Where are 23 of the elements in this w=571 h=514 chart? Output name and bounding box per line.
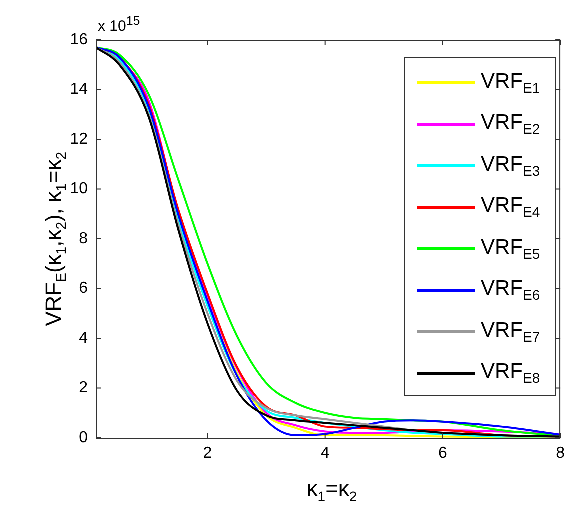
- y-tick-label: 4: [79, 330, 88, 347]
- legend-label: VRF$_{E6}$: [481, 277, 540, 304]
- x-tick-label: 4: [320, 445, 330, 462]
- y-tick-label: 6: [79, 280, 88, 298]
- text: x 10$^{15}$: [98, 14, 140, 35]
- x-tick-label: 2: [203, 445, 212, 462]
- y-tick-label: 12: [70, 130, 88, 148]
- legend-label: VRF$_{E3}$: [481, 152, 540, 179]
- y-tick-label: 2: [79, 380, 88, 397]
- y-tick-label: 10: [70, 180, 88, 198]
- legend-label: VRF$_{E7}$: [481, 318, 540, 345]
- legend-label: VRF$_{E2}$: [481, 111, 540, 138]
- y-tick-label: 0: [79, 429, 88, 446]
- legend-label: VRF$_{E8}$: [481, 360, 540, 386]
- legend-label: VRF$_{E1}$: [481, 70, 540, 96]
- y-tick-label: 8: [79, 230, 88, 248]
- x-tick-label: 6: [438, 445, 448, 462]
- legend-label: VRF$_{E4}$: [481, 194, 540, 220]
- y-tick-label: 14: [70, 81, 88, 98]
- y-tick-label: 16: [70, 31, 88, 48]
- x-tick-label: 8: [556, 445, 566, 462]
- x-axis-title: κ$_{1}$=κ$_{2}$: [306, 476, 358, 504]
- legend-label: VRF$_{E5}$: [481, 236, 540, 262]
